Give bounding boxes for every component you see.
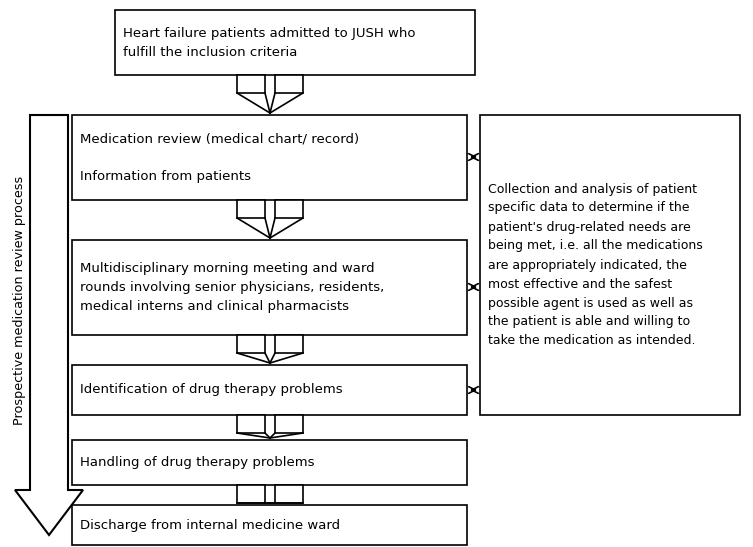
Bar <box>480 115 740 415</box>
Text: Handling of drug therapy problems: Handling of drug therapy problems <box>80 456 315 469</box>
Bar <box>72 365 467 415</box>
Bar <box>72 505 467 545</box>
Bar <box>115 10 475 75</box>
Bar <box>72 115 467 200</box>
Text: Heart failure patients admitted to JUSH who
fulfill the inclusion criteria: Heart failure patients admitted to JUSH … <box>123 26 416 59</box>
Polygon shape <box>15 115 83 535</box>
Bar <box>275 335 303 353</box>
Bar <box>275 75 303 93</box>
Bar <box>72 240 467 335</box>
Bar <box>275 415 303 433</box>
Bar <box>237 485 265 503</box>
Bar <box>72 440 467 485</box>
Text: Medication review (medical chart/ record)

Information from patients: Medication review (medical chart/ record… <box>80 132 359 183</box>
Bar <box>237 200 265 218</box>
Bar <box>275 485 303 503</box>
Bar <box>237 335 265 353</box>
Bar <box>237 75 265 93</box>
Bar <box>275 200 303 218</box>
Text: Identification of drug therapy problems: Identification of drug therapy problems <box>80 383 343 397</box>
Bar <box>237 415 265 433</box>
Text: Prospective medication review process: Prospective medication review process <box>14 176 26 424</box>
Text: Multidisciplinary morning meeting and ward
rounds involving senior physicians, r: Multidisciplinary morning meeting and wa… <box>80 262 384 313</box>
Text: Discharge from internal medicine ward: Discharge from internal medicine ward <box>80 519 340 532</box>
Text: Collection and analysis of patient
specific data to determine if the
patient's d: Collection and analysis of patient speci… <box>488 183 703 347</box>
